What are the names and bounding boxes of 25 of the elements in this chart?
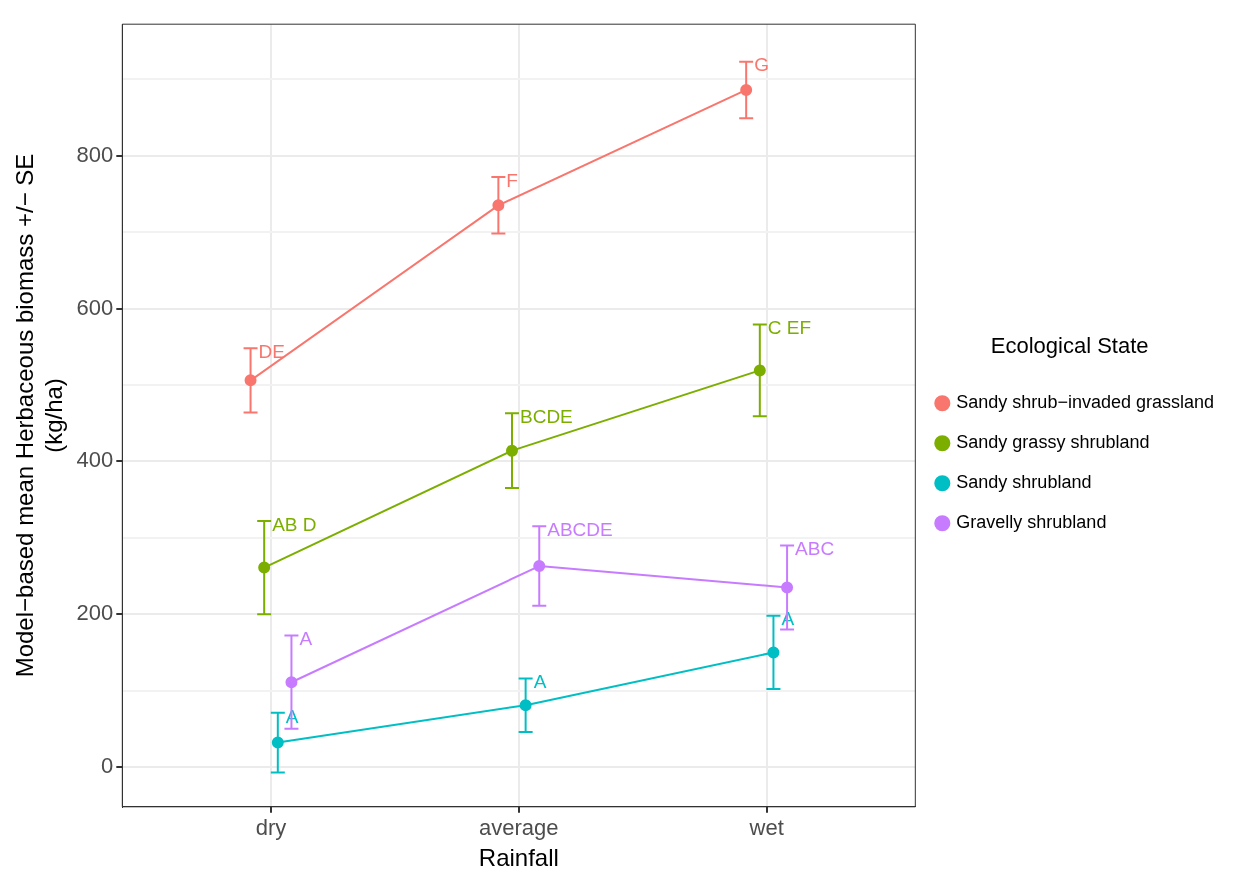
data-label: ABCDE xyxy=(547,519,613,541)
data-label: F xyxy=(506,169,518,191)
legend-label: Sandy grassy shrubland xyxy=(956,432,1150,453)
data-label: AB D xyxy=(272,513,317,535)
y-tick-label: 200 xyxy=(76,600,114,626)
y-axis-title: Model−based mean Herbaceous biomass +/− SE (kg/ha) xyxy=(11,153,67,678)
data-label: A xyxy=(299,628,313,650)
data-label: DE xyxy=(258,340,285,362)
data-label: BCDE xyxy=(520,405,573,427)
x-tick-label: wet xyxy=(748,815,784,841)
legend-title: Ecological State xyxy=(990,332,1149,358)
legend-label: Sandy shrub−invaded grassland xyxy=(956,392,1215,413)
data-label: G xyxy=(754,54,769,76)
data-label: C EF xyxy=(767,317,812,339)
data-label: A xyxy=(533,671,547,693)
data-label: ABC xyxy=(795,538,835,560)
y-tick-label: 800 xyxy=(76,141,114,167)
x-axis-title: Rainfall xyxy=(478,844,559,872)
legend-label: Gravelly shrubland xyxy=(956,512,1107,533)
y-tick-label: 400 xyxy=(76,447,114,473)
y-tick-label: 600 xyxy=(76,294,114,320)
y-tick-label: 0 xyxy=(101,753,114,779)
x-tick-label: average xyxy=(479,815,559,841)
legend-label: Sandy shrubland xyxy=(956,472,1092,493)
x-tick-label: dry xyxy=(255,815,287,841)
